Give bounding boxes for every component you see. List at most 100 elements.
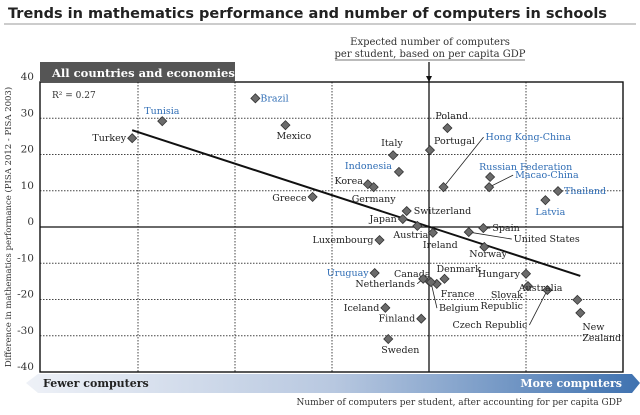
point-marker: [442, 122, 453, 134]
point-marker: [572, 294, 583, 305]
arrow-down-icon: [426, 76, 432, 82]
point-marker: [127, 133, 138, 144]
point-label: Republic: [480, 301, 522, 312]
data-point: Belgium: [425, 277, 479, 314]
y-axis-label: Difference in mathematics performance (P…: [3, 87, 14, 367]
leader-line: [443, 136, 484, 188]
point-marker: [369, 267, 380, 279]
data-point: Australia: [518, 283, 583, 305]
y-ticks: 40 30 20 10 0 -10 -20 -30 -40: [17, 71, 34, 373]
point-marker: [485, 171, 496, 183]
point-label: Portugal: [434, 136, 475, 147]
data-point: Switzerland: [401, 205, 472, 217]
point-marker: [542, 285, 553, 296]
point-marker: [307, 191, 318, 202]
data-marks: Turkey Tunisia Brazil Mexico Greece Italy Indo…: [92, 93, 621, 356]
data-point: Iceland: [344, 302, 391, 314]
point-label: Canada: [394, 269, 431, 280]
point-label: Hungary: [478, 269, 521, 280]
data-point: Latvia: [535, 195, 566, 218]
point-label: Uruguay: [327, 268, 370, 279]
leader-line: [488, 174, 514, 188]
point-label: Iceland: [344, 303, 380, 314]
y-tick-label: 10: [21, 180, 34, 192]
data-point: Poland: [435, 111, 468, 134]
data-point: Korea: [334, 176, 373, 190]
point-marker: [401, 205, 412, 217]
y-tick-label: -10: [17, 252, 34, 264]
point-label: Netherlands: [355, 279, 415, 290]
point-label: Switzerland: [414, 206, 472, 217]
data-point: Norway: [469, 241, 508, 260]
data-point: United States: [463, 227, 580, 245]
data-point: Mexico: [276, 120, 312, 142]
plot-frame: [39, 81, 624, 373]
data-point: Japan: [368, 213, 408, 225]
annotation-line-2: per student, based on per capita GDP: [335, 49, 526, 60]
point-label: Norway: [469, 249, 507, 260]
x-axis-label: Number of computers per student, after a…: [296, 398, 622, 408]
y-tick-label: -20: [17, 289, 34, 301]
point-marker: [374, 234, 385, 246]
point-label: Tunisia: [144, 106, 180, 117]
point-label: Germany: [352, 194, 397, 205]
chart-title: Trends in mathematics performance and nu…: [8, 6, 607, 22]
data-point: Ireland: [423, 227, 458, 251]
data-point: Thailand: [552, 186, 606, 197]
point-label: Slovak: [491, 290, 523, 301]
leader-line: [430, 282, 438, 309]
data-point: Denmark: [437, 264, 481, 284]
annotation-line-1: Expected number of computers: [350, 37, 510, 48]
point-label: Czech Republic: [453, 320, 528, 331]
computers-arrow-band: [26, 374, 640, 393]
point-label: Spain: [492, 223, 519, 234]
point-label: Brazil: [260, 93, 288, 104]
point-marker: [575, 307, 586, 318]
point-marker: [383, 333, 394, 345]
grid: [40, 62, 623, 372]
point-label: Macao-China: [515, 170, 579, 181]
data-point: Russian Federation: [479, 162, 572, 183]
data-point: Austria: [392, 220, 429, 241]
point-marker: [425, 277, 437, 288]
leader-line: [528, 289, 548, 326]
point-marker: [552, 186, 564, 197]
point-marker: [157, 116, 168, 127]
data-point: Luxembourg: [313, 234, 385, 246]
point-marker: [439, 273, 450, 284]
point-marker: [388, 150, 399, 161]
point-label: Italy: [381, 138, 403, 149]
data-point: Italy: [381, 138, 403, 161]
data-point: Brazil: [250, 93, 289, 104]
point-label: Sweden: [381, 345, 419, 356]
y-tick-label: 30: [21, 107, 34, 119]
point-label: Russian Federation: [479, 162, 572, 173]
r-squared: R² = 0.27: [52, 91, 96, 101]
point-label: Finland: [379, 314, 416, 325]
point-label: Australia: [518, 283, 563, 294]
fewer-computers-label: Fewer computers: [43, 377, 149, 390]
data-point: Greece: [272, 191, 318, 204]
point-marker: [463, 227, 474, 238]
data-point: Finland: [379, 313, 427, 325]
point-label: Poland: [435, 111, 468, 122]
point-marker: [412, 220, 423, 231]
data-point: Sweden: [381, 333, 419, 356]
point-marker: [397, 213, 408, 225]
point-label: Luxembourg: [313, 235, 374, 246]
point-marker: [380, 302, 391, 313]
y-tick-label: 40: [21, 71, 34, 83]
point-label: Thailand: [564, 186, 606, 197]
data-point: Uruguay: [327, 267, 380, 279]
data-point: France: [431, 278, 475, 300]
point-label: Indonesia: [345, 161, 392, 172]
more-computers-label: More computers: [520, 377, 622, 390]
point-label: Austria: [392, 230, 428, 241]
y-tick-label: 0: [27, 216, 34, 228]
point-label: Latvia: [535, 207, 565, 218]
y-tick-label: -30: [17, 325, 34, 337]
point-marker: [522, 281, 534, 292]
